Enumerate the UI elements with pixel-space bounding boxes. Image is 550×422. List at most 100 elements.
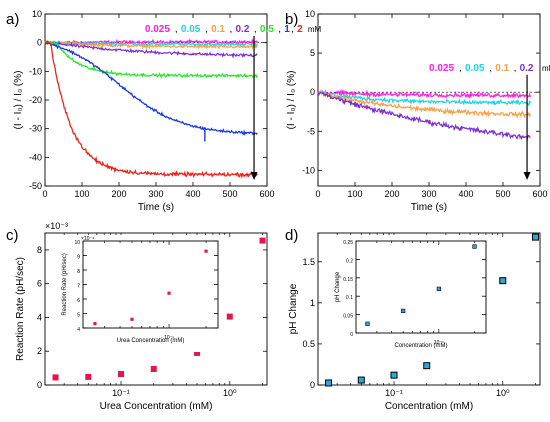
panel-c: c) 10⁻¹ 10⁰ 0 2 4 6 8 ×10⁻³ Urea Concentration (… <box>6 221 268 412</box>
panel-a-x-tick-label: 0 <box>42 189 47 199</box>
panel-b-x-axis-label: Time (s) <box>411 202 447 213</box>
panel-a-legend-0_1: 0.1 <box>211 24 225 35</box>
panel-a-x-tick-label: 300 <box>148 189 163 199</box>
panel-a-x-axis-label: Time (s) <box>138 202 174 213</box>
panel-a-legend-sep: , <box>278 24 281 35</box>
panel-c-inset-y-axis-label: Reaction Rate (pH/sec) <box>62 253 68 315</box>
panel-b-legend-0_1: 0.1 <box>495 63 509 74</box>
panel-d-plot: 10⁻¹ 10⁰ 0 0.5 1 1.5 Concentration (mM) pH Chan… <box>288 232 541 412</box>
panel-c-inset-y-tick-label: 5 <box>77 313 80 319</box>
panel-d-x-tick-label: 10⁻¹ <box>385 388 403 398</box>
panel-b-series-0_025 <box>317 88 531 100</box>
panel-c-inset-y-multiplier: ×10⁻⁴ <box>81 236 94 242</box>
panel-d-point <box>499 277 507 285</box>
panel-a-series-2 <box>44 39 258 179</box>
panel-d-inset-y-tick-label: 0.25 <box>343 240 353 246</box>
panel-b-x-tick-label: 600 <box>532 189 547 199</box>
panel-label-a: a) <box>6 11 19 28</box>
panel-b-y-tick-label: 0 <box>310 87 315 97</box>
panel-d-inset-point <box>436 286 441 291</box>
panel-b-y-tick-label: -10 <box>302 165 315 175</box>
panel-d-inset-y-tick-label: 0.2 <box>346 258 353 264</box>
panel-c-y-tick-label: 2 <box>37 346 42 356</box>
panel-a: a) 0 100 200 300 400 500 600-50-40-30-20-10010… <box>6 9 322 213</box>
panel-c-x-axis-label: Urea Concentration (mM) <box>100 401 213 412</box>
panel-c-y-tick-label: 6 <box>37 279 42 289</box>
panel-a-trend-arrow-head <box>250 172 258 180</box>
panel-c-inset-x-axis-label: Urea Concentration (mM) <box>117 338 185 344</box>
panel-b-x-tick-label: 0 <box>315 189 320 199</box>
panel-c-y-axis-label: Reaction Rate (pH/sec) <box>15 257 26 361</box>
panel-d-inset-point <box>472 244 477 249</box>
panel-d-inset-y-tick-label: 0 <box>350 332 353 338</box>
panel-a-legend-2: 2 <box>297 24 303 35</box>
panel-c-y-tick-label: 0 <box>37 380 42 390</box>
panel-c-inset-point <box>130 317 134 321</box>
panel-c-inset-background <box>53 235 226 352</box>
panel-d-inset-point <box>365 321 370 326</box>
panel-a-legend-sep: , <box>175 24 178 35</box>
panel-c-point <box>259 237 266 244</box>
panel-b-legend-unit: mM <box>542 64 550 73</box>
panel-c-point <box>226 313 233 320</box>
panel-c-inset-point <box>204 249 208 253</box>
panel-a-plot-frame <box>44 13 268 187</box>
panel-b-x-tick-label: 400 <box>458 189 473 199</box>
panel-a-series-0_05 <box>44 39 258 48</box>
panel-c-y-tick-label: 4 <box>37 312 42 322</box>
panel-a-x-tick-label: 200 <box>111 189 126 199</box>
panel-b-series-0_1 <box>317 88 531 119</box>
panel-c-inset-x-tick-label: 10⁻¹ <box>164 335 174 341</box>
panel-c-plot: 10⁻¹ 10⁰ 0 2 4 6 8 ×10⁻³ Urea Concentration (mM)… <box>15 221 268 412</box>
panel-c-inset-y-tick-label: 8 <box>77 269 80 275</box>
panel-d-plot-frame <box>317 232 541 386</box>
panel-c-y-multiplier: ×10⁻³ <box>45 221 68 231</box>
panel-a-legend-0_025: 0.025 <box>145 24 170 35</box>
panel-c-inset-y-tick-label: 9 <box>77 255 80 261</box>
panel-d-inset-x-axis-label: Concentration (mM) <box>394 343 447 349</box>
panel-d-y-tick-label: 1 <box>310 298 315 308</box>
panel-a-x-tick-label: 400 <box>185 189 200 199</box>
panel-a-legend-0_05: 0.05 <box>181 24 201 35</box>
panel-b-legend-0_025: 0.025 <box>429 63 454 74</box>
panel-a-x-tick-label: 600 <box>259 189 274 199</box>
panel-b-series-0_2 <box>317 91 531 142</box>
panel-a-series-0_5 <box>44 39 258 79</box>
panel-c-inset-y-tick-label: 10 <box>74 240 80 246</box>
panel-d: d) 10⁻¹ 10⁰ 0 0.5 1 1.5 Concentration (mM) pH C… <box>285 227 541 412</box>
panel-a-legend-sep: , <box>230 24 233 35</box>
panel-b-x-tick-label: 500 <box>495 189 510 199</box>
panel-b-trend-arrow-head <box>523 172 531 180</box>
panel-a-series-0_2 <box>44 40 258 59</box>
panel-a-y-tick-label: -20 <box>29 95 42 105</box>
panel-d-y-tick-label: 1.5 <box>302 257 315 267</box>
panel-d-point <box>423 362 431 370</box>
panel-a-legend-0_2: 0.2 <box>236 24 250 35</box>
panel-b-y-tick-label: 5 <box>310 48 315 58</box>
panel-b-legend-sep: , <box>514 63 517 74</box>
panel-d-inset-y-tick-label: 0.05 <box>343 314 353 320</box>
panel-d-inset-y-tick-label: 0.15 <box>343 277 353 283</box>
panel-c-y-tick-label: 8 <box>37 245 42 255</box>
panel-d-inset-y-tick-label: 0.1 <box>346 295 353 301</box>
panel-a-series-1 <box>44 41 258 136</box>
panel-d-point <box>531 233 539 241</box>
panel-d-y-axis-label: pH Change <box>288 283 299 334</box>
panel-d-inset-background <box>326 235 494 357</box>
panel-c-inset-point <box>93 322 97 326</box>
panel-a-x-tick-label: 100 <box>74 189 89 199</box>
panel-a-legend-1: 1 <box>284 24 290 35</box>
panel-c-inset-plot-frame <box>82 240 219 329</box>
panel-c-point <box>85 373 92 380</box>
panel-d-inset-point <box>401 308 406 314</box>
panel-a-legend-sep: , <box>254 24 257 35</box>
panel-a-plot: 0 100 200 300 400 500 600-50-40-30-20-100100.0… <box>13 9 322 213</box>
panel-b-legend-sep: , <box>459 63 462 74</box>
panel-c-inset-y-tick-label: 7 <box>77 284 80 290</box>
panel-b-y-axis-label: (I - I₀) / I₀ (%) <box>286 71 297 130</box>
panel-c-inset-y-tick-label: 4 <box>77 327 80 333</box>
panel-d-x-tick-label: 10⁰ <box>496 388 510 398</box>
panel-c-point <box>150 365 157 372</box>
